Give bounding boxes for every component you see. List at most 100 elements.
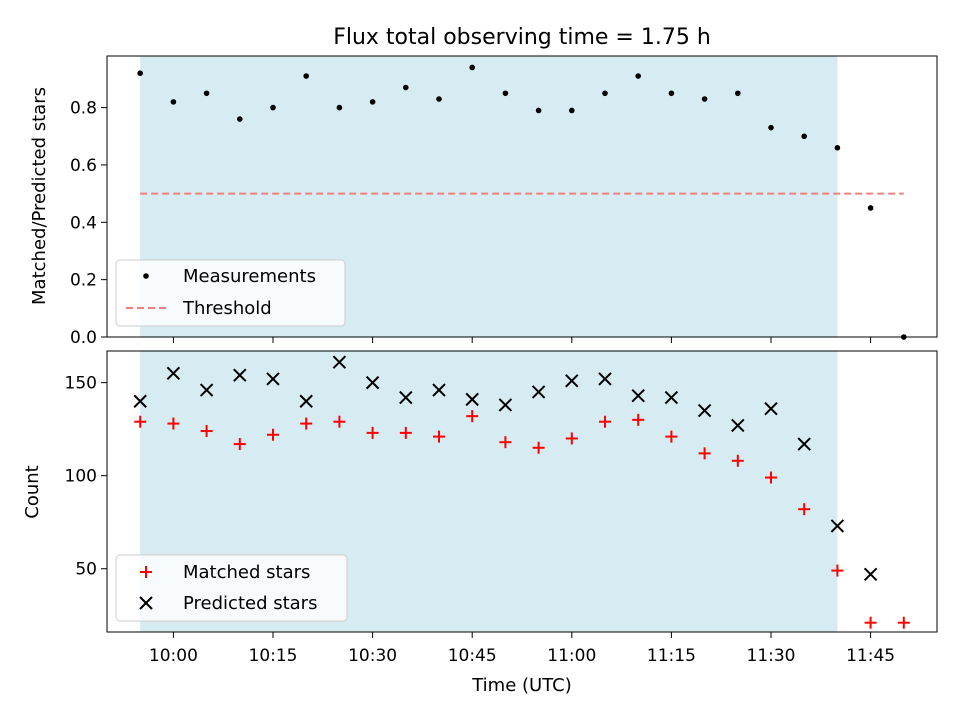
measurement-point xyxy=(668,90,675,97)
predicted-star-point xyxy=(365,375,380,390)
legend-measurements-marker xyxy=(143,273,149,279)
y-tick-label: 0.0 xyxy=(70,328,97,348)
x-tick-label: 10:00 xyxy=(149,646,198,666)
matched-star-point xyxy=(698,447,711,460)
measurement-point xyxy=(701,96,708,102)
matched-star-point xyxy=(599,415,611,428)
predicted-star-point xyxy=(133,394,147,408)
measurement-point xyxy=(735,90,741,97)
measurement-point xyxy=(502,90,509,97)
matched-star-point xyxy=(433,430,445,443)
x-tick-label: 10:45 xyxy=(448,646,497,666)
chart-title: Flux total observing time = 1.75 h xyxy=(333,25,711,50)
measurement-point xyxy=(403,84,409,91)
predicted-star-point xyxy=(465,392,479,407)
predicted-star-point xyxy=(266,372,280,386)
predicted-star-point xyxy=(631,388,645,403)
matched-star-point xyxy=(897,616,910,629)
legend-matched-label: Matched stars xyxy=(183,562,310,583)
top-legend-box xyxy=(115,259,346,327)
predicted-star-point xyxy=(399,390,413,405)
measurement-point xyxy=(203,90,210,97)
predicted-star-point xyxy=(432,383,446,397)
legend-predicted-marker xyxy=(139,596,153,610)
measurement-point xyxy=(535,107,542,114)
x-tick-label: 11:30 xyxy=(747,646,796,666)
top-legend: Measurements Threshold xyxy=(115,259,346,327)
top-x-ticks xyxy=(172,337,872,343)
matched-star-point xyxy=(134,415,147,428)
measurement-point xyxy=(834,144,841,151)
matched-star-point xyxy=(665,430,678,443)
predicted-star-point xyxy=(598,372,612,386)
predicted-star-point xyxy=(166,366,181,381)
measurement-point xyxy=(469,64,476,71)
matched-star-point xyxy=(267,428,279,441)
measurement-point xyxy=(336,104,343,111)
y-tick-label: 100 xyxy=(65,467,97,487)
matched-star-point xyxy=(300,417,313,430)
bottom-legend: Matched stars Predicted stars xyxy=(115,554,348,622)
x-tick-label: 10:30 xyxy=(348,646,397,666)
matched-star-point xyxy=(233,438,246,451)
predicted-star-point xyxy=(332,355,347,369)
measurement-point xyxy=(369,99,376,105)
top-y-ticks: 0.0 0.2 0.4 0.6 0.8 xyxy=(70,99,107,348)
measurement-point xyxy=(436,96,442,102)
y-tick-label: 150 xyxy=(65,374,97,394)
x-axis-label: Time (UTC) xyxy=(471,675,572,696)
predicted-star-point xyxy=(233,368,247,382)
legend-threshold-label: Threshold xyxy=(182,298,272,319)
measurement-point xyxy=(569,107,575,114)
matched-star-point xyxy=(532,441,545,454)
matched-star-point xyxy=(466,410,479,423)
matched-star-point xyxy=(366,426,379,439)
top-axes-frame xyxy=(106,55,938,338)
matched-star-point xyxy=(831,564,844,577)
bottom-x-ticks: 10:00 10:15 10:30 10:45 11:00 11:15 11:30 11:45 xyxy=(149,632,895,666)
predicted-star-point xyxy=(199,383,214,397)
bottom-axes-frame xyxy=(106,350,938,633)
y-tick-label: 0.8 xyxy=(70,99,97,119)
measurement-point xyxy=(170,99,177,105)
x-tick-label: 11:00 xyxy=(547,646,596,666)
predicted-star-point xyxy=(498,398,513,412)
matched-star-point xyxy=(200,425,213,438)
top-y-axis-label: Matched/Predicted stars xyxy=(29,87,50,305)
bottom-y-ticks: 50 100 150 xyxy=(65,374,107,580)
y-tick-label: 0.2 xyxy=(70,271,97,291)
measurement-point xyxy=(768,124,774,131)
predicted-star-point xyxy=(863,567,878,582)
bottom-legend-box xyxy=(115,554,348,622)
y-tick-label: 50 xyxy=(75,560,97,580)
measurement-point xyxy=(635,73,641,79)
predicted-star-point xyxy=(830,519,845,533)
y-tick-label: 0.4 xyxy=(70,213,97,233)
measurement-point xyxy=(602,90,608,97)
measurement-point xyxy=(137,70,143,77)
matched-star-point xyxy=(798,503,811,516)
matched-star-point xyxy=(731,454,744,467)
measurement-point xyxy=(270,104,276,111)
legend-predicted-label: Predicted stars xyxy=(183,593,317,614)
matched-star-point xyxy=(864,616,877,629)
bottom-y-axis-label: Count xyxy=(22,465,43,518)
top-panel: 0.0 0.2 0.4 0.6 0.8 Flux total observing tim… xyxy=(29,25,938,348)
matched-star-point xyxy=(399,426,412,439)
measurement-point xyxy=(801,133,807,140)
predicted-star-point xyxy=(565,374,579,388)
matched-star-point xyxy=(167,417,180,430)
predicted-star-point xyxy=(697,403,712,418)
matched-star-point xyxy=(499,436,512,449)
x-tick-label: 10:15 xyxy=(249,646,298,666)
legend-measurements-label: Measurements xyxy=(183,266,316,287)
predicted-star-point xyxy=(531,385,546,399)
y-tick-label: 0.6 xyxy=(70,156,97,176)
matched-star-point xyxy=(565,432,578,445)
measurement-point xyxy=(867,205,874,211)
measurement-point xyxy=(303,73,310,79)
predicted-star-point xyxy=(764,401,778,416)
predicted-star-point xyxy=(664,390,679,405)
